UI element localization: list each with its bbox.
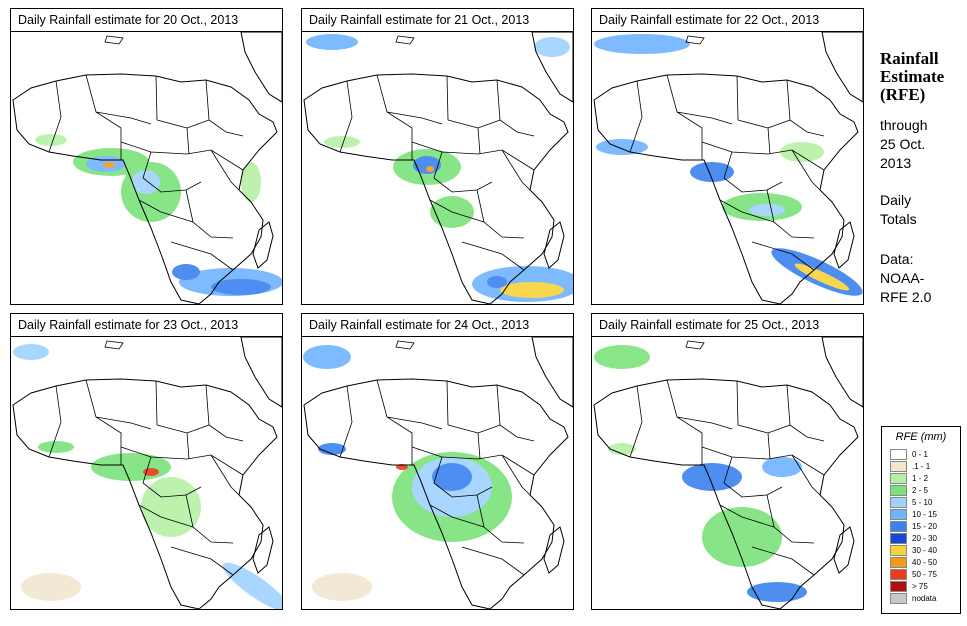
legend-label: .1 - 1	[912, 462, 931, 471]
legend-swatch	[890, 521, 907, 532]
panel-title: Daily Rainfall estimate for 20 Oct., 201…	[11, 9, 282, 32]
legend-label: 2 - 5	[912, 486, 929, 495]
legend-swatch	[890, 569, 907, 580]
legend-swatch	[890, 449, 907, 460]
legend-swatch	[890, 497, 907, 508]
legend-label: nodata	[912, 594, 937, 603]
map-panel-oct-20: Daily Rainfall estimate for 20 Oct., 201…	[10, 8, 283, 305]
rainfall-map	[303, 337, 573, 609]
totals-line: Daily	[880, 192, 912, 208]
legend-label: 50 - 75	[912, 570, 937, 579]
panel-title: Daily Rainfall estimate for 21 Oct., 201…	[302, 9, 573, 32]
legend-label: 20 - 30	[912, 534, 937, 543]
legend-label: 40 - 50	[912, 558, 937, 567]
map-panel-oct-25: Daily Rainfall estimate for 25 Oct., 201…	[591, 313, 864, 610]
legend-swatch	[890, 593, 907, 604]
side-title-line: (RFE)	[880, 85, 926, 104]
side-title-line: Estimate	[880, 67, 945, 86]
legend-swatch	[890, 509, 907, 520]
rainfall-fill	[594, 345, 807, 602]
rainfall-map	[593, 32, 863, 304]
legend-label: 0 - 1	[912, 450, 929, 459]
panel-title: Daily Rainfall estimate for 25 Oct., 201…	[592, 314, 863, 337]
rainfall-fill	[303, 345, 512, 601]
legend-label: 15 - 20	[912, 522, 937, 531]
date-line: 2013	[880, 155, 912, 171]
rainfall-fill	[13, 344, 282, 609]
map-panel-oct-24: Daily Rainfall estimate for 24 Oct., 201…	[301, 313, 574, 610]
legend-label: 30 - 40	[912, 546, 937, 555]
legend-swatch	[890, 473, 907, 484]
legend-label: 5 - 10	[912, 498, 933, 507]
panel-title: Daily Rainfall estimate for 24 Oct., 201…	[302, 314, 573, 337]
totals-line: Totals	[880, 211, 917, 227]
side-data-source: Data: NOAA- RFE 2.0	[880, 250, 931, 307]
legend-title: RFE (mm)	[895, 431, 947, 443]
legend-label: 1 - 2	[912, 474, 929, 483]
side-title: Rainfall Estimate (RFE)	[880, 50, 944, 104]
legend-label: > 75	[912, 582, 928, 591]
rainfall-map	[12, 337, 282, 609]
legend-swatch	[890, 533, 907, 544]
panel-title: Daily Rainfall estimate for 23 Oct., 201…	[11, 314, 282, 337]
map-panel-oct-23: Daily Rainfall estimate for 23 Oct., 201…	[10, 313, 283, 610]
legend: RFE (mm) 0 - 1 .1 - 1 1 - 2 2 - 5 5 - 10…	[881, 426, 961, 614]
side-totals: Daily Totals	[880, 191, 917, 229]
data-line: NOAA-	[880, 270, 925, 286]
legend-swatch	[890, 557, 907, 568]
map-panel-oct-22: Daily Rainfall estimate for 22 Oct., 201…	[591, 8, 864, 305]
rainfall-map	[303, 32, 573, 304]
legend-swatch	[890, 545, 907, 556]
legend-swatch	[890, 581, 907, 592]
legend-label: 10 - 15	[912, 510, 937, 519]
legend-swatch	[890, 485, 907, 496]
date-line: 25 Oct.	[880, 136, 926, 152]
rainfall-fill	[306, 34, 573, 302]
data-line: RFE 2.0	[880, 289, 932, 305]
through-label: through	[880, 117, 928, 133]
side-through: through 25 Oct. 2013	[880, 116, 927, 173]
map-panel-oct-21: Daily Rainfall estimate for 21 Oct., 201…	[301, 8, 574, 305]
rainfall-fill	[35, 134, 282, 296]
rainfall-map	[12, 32, 282, 304]
panel-title: Daily Rainfall estimate for 22 Oct., 201…	[592, 9, 863, 32]
rainfall-map	[593, 337, 863, 609]
legend-swatch	[890, 461, 907, 472]
data-line: Data:	[880, 251, 914, 267]
side-title-line: Rainfall	[880, 49, 939, 68]
